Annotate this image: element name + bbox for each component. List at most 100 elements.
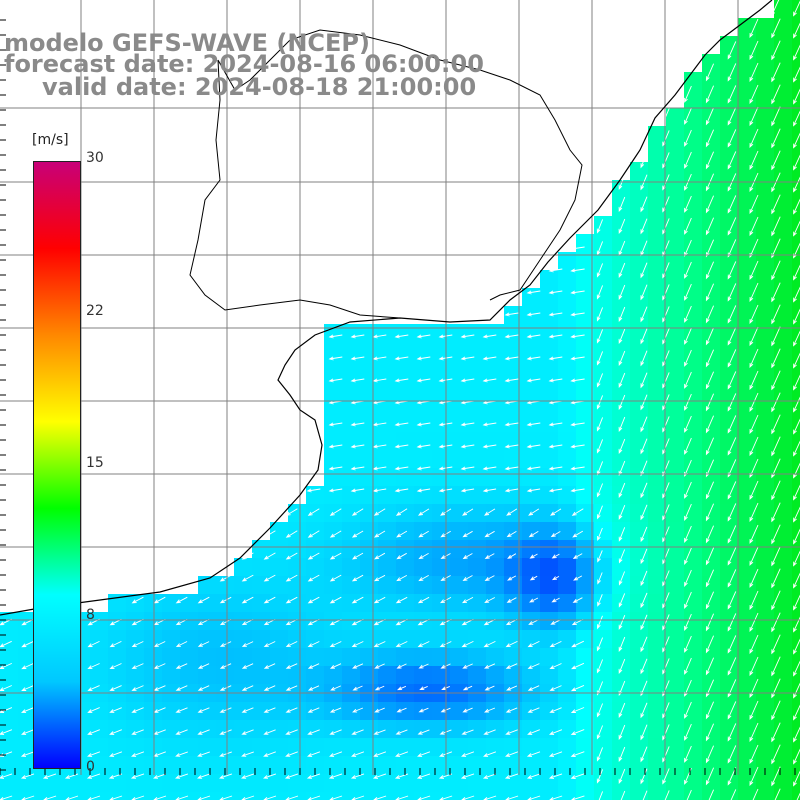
wind-speed-cell	[666, 414, 685, 433]
wind-speed-cell	[792, 594, 800, 613]
wind-speed-cell	[144, 666, 163, 685]
wind-speed-cell	[576, 756, 595, 775]
wind-speed-cell	[396, 666, 415, 685]
wind-arrow	[504, 422, 519, 427]
wind-arrow	[439, 795, 453, 800]
wind-arrow	[21, 729, 35, 735]
wind-arrow	[504, 334, 519, 339]
wind-speed-cell	[540, 630, 559, 649]
wind-arrow	[307, 795, 321, 800]
wind-arrow	[505, 640, 518, 648]
wind-speed-cell	[468, 522, 487, 541]
wind-arrow	[328, 422, 343, 427]
wind-speed-cell	[540, 594, 559, 613]
wind-arrow	[684, 371, 692, 389]
wind-arrow	[329, 795, 343, 800]
wind-speed-cell	[396, 630, 415, 649]
wind-arrow	[596, 373, 604, 388]
wind-speed-cell	[558, 756, 577, 775]
wind-arrow	[462, 663, 473, 669]
wind-speed-cell	[738, 252, 757, 271]
wind-speed-cell	[684, 360, 703, 379]
wind-speed-cell	[180, 702, 199, 721]
wind-speed-cell	[108, 774, 127, 793]
wind-speed-cell	[576, 450, 595, 469]
wind-arrow	[373, 641, 386, 647]
wind-speed-cell	[558, 576, 577, 595]
wind-arrow	[484, 597, 496, 604]
wind-speed-cell	[666, 450, 685, 469]
wind-speed-cell	[414, 432, 433, 451]
wind-arrow	[705, 701, 715, 720]
wind-arrow	[572, 553, 583, 559]
wind-speed-cell	[486, 720, 505, 739]
wind-arrow	[618, 482, 626, 498]
wind-speed-cell	[720, 396, 739, 415]
wind-speed-cell	[558, 648, 577, 667]
wind-speed-cell	[180, 738, 199, 757]
wind-speed-cell	[738, 774, 757, 793]
wind-speed-cell	[540, 666, 559, 685]
wind-speed-cell	[576, 252, 595, 271]
wind-speed-cell	[756, 378, 775, 397]
wind-speed-cell	[378, 432, 397, 451]
wind-speed-cell	[792, 18, 800, 37]
wind-speed-cell	[288, 738, 307, 757]
wind-arrow	[329, 707, 342, 713]
wind-speed-cell	[18, 666, 37, 685]
wind-arrow	[727, 371, 737, 390]
wind-speed-cell	[432, 324, 451, 343]
wind-speed-cell	[360, 324, 379, 343]
wind-arrow	[526, 334, 541, 339]
wind-speed-cell	[666, 162, 685, 181]
wind-arrow	[418, 575, 429, 582]
wind-arrow	[263, 530, 276, 538]
lat-lon-grid	[0, 0, 800, 775]
wind-speed-cell	[738, 522, 757, 541]
wind-arrow	[548, 444, 563, 449]
wind-arrow	[618, 460, 626, 476]
wind-speed-cell	[630, 252, 649, 271]
wind-arrow	[307, 641, 320, 648]
wind-speed-cell	[504, 342, 523, 361]
wind-arrow	[549, 795, 563, 800]
wind-arrow	[705, 195, 715, 214]
wind-speed-cell	[234, 558, 253, 577]
wind-arrow	[771, 282, 781, 303]
wind-arrow	[618, 527, 626, 542]
wind-arrow	[749, 524, 759, 544]
wind-speed-cell	[792, 540, 800, 559]
wind-speed-cell	[738, 666, 757, 685]
wind-speed-cell	[288, 648, 307, 667]
wind-arrow	[416, 773, 431, 779]
wind-speed-cell	[180, 720, 199, 739]
wind-speed-cell	[360, 342, 379, 361]
wind-arrow	[793, 660, 800, 677]
wind-speed-cell	[612, 342, 631, 361]
wind-speed-cell	[306, 558, 325, 577]
wind-speed-cell	[738, 288, 757, 307]
wind-arrow	[684, 591, 692, 609]
wind-speed-cell	[738, 756, 757, 775]
wind-speed-cell	[144, 720, 163, 739]
wind-speed-cell	[360, 378, 379, 397]
wind-speed-cell	[306, 630, 325, 649]
wind-speed-cell	[666, 468, 685, 487]
wind-arrow	[771, 326, 781, 347]
wind-speed-cell	[360, 522, 379, 541]
wind-speed-cell	[756, 234, 775, 253]
wind-arrow	[350, 334, 365, 339]
wind-speed-cell	[432, 450, 451, 469]
wind-speed-cell	[144, 594, 163, 613]
wind-speed-cell	[756, 306, 775, 325]
wind-arrow	[705, 63, 715, 82]
wind-speed-cell	[738, 738, 757, 757]
wind-speed-cell	[378, 630, 397, 649]
wind-speed-cell	[504, 396, 523, 415]
wind-arrow	[43, 795, 57, 800]
wind-arrow	[351, 530, 364, 538]
wind-speed-cell	[378, 378, 397, 397]
wind-arrow	[329, 641, 342, 647]
wind-speed-cell	[756, 720, 775, 739]
wind-arrow	[570, 334, 585, 339]
